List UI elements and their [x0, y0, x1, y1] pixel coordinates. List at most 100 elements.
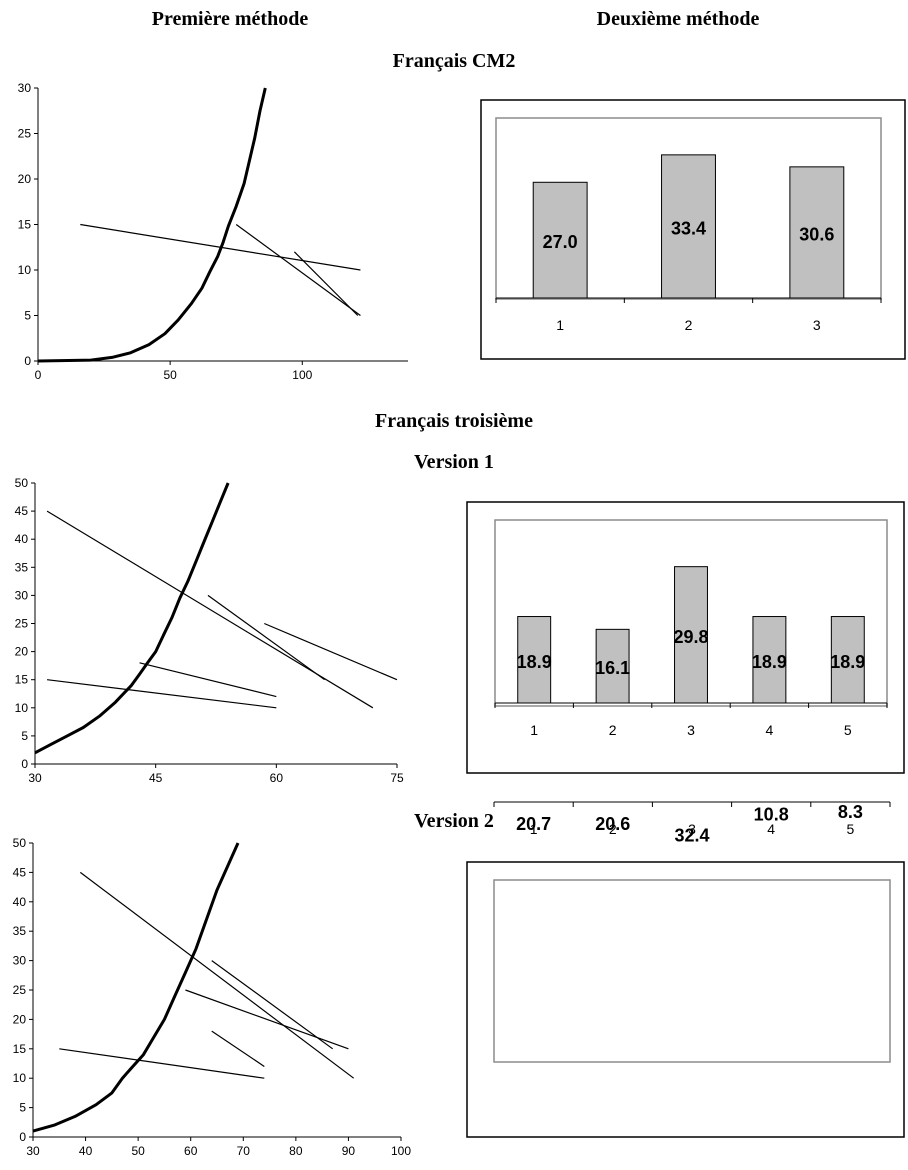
x-category-label: 1 — [530, 821, 538, 837]
x-tick-label: 30 — [28, 771, 42, 785]
y-tick-label: 40 — [15, 532, 29, 546]
x-tick-label: 100 — [292, 368, 312, 382]
plot-area — [493, 879, 891, 1063]
bar-value-label: 20.7 — [516, 814, 551, 834]
bar-value-label: 20.6 — [595, 814, 630, 834]
y-tick-label: 0 — [24, 354, 31, 368]
segment-line — [293, 251, 359, 316]
x-category-label: 2 — [685, 317, 693, 333]
chart-frame — [466, 861, 905, 1138]
segment-line — [46, 510, 374, 709]
y-tick-label: 15 — [18, 218, 32, 232]
y-tick-label: 10 — [13, 1071, 27, 1085]
x-category-label: 3 — [688, 821, 696, 837]
x-category-label: 2 — [609, 722, 617, 738]
y-tick-label: 25 — [13, 983, 27, 997]
column-title-left: Première méthode — [152, 8, 309, 30]
version-1-title: Version 1 — [414, 451, 494, 473]
bar-value-label: 30.6 — [799, 224, 834, 244]
y-tick-label: 0 — [21, 757, 28, 771]
plot-area — [494, 519, 888, 707]
y-tick-label: 10 — [18, 263, 32, 277]
bar-value-label: 32.4 — [674, 826, 709, 846]
x-category-label: 4 — [767, 821, 775, 837]
x-category-label: 1 — [530, 722, 538, 738]
bar — [830, 616, 865, 704]
y-tick-label: 50 — [13, 836, 27, 850]
section-title-cm2: Français CM2 — [393, 50, 516, 72]
chart-cm2-bars: 27.0 1 33.4 2 30.6 3 — [480, 99, 906, 360]
y-tick-label: 30 — [13, 954, 27, 968]
x-category-label: 4 — [766, 722, 774, 738]
bar — [532, 181, 588, 299]
plot-area — [495, 117, 882, 300]
version-2-title: Version 2 — [414, 810, 494, 832]
x-tick-label: 75 — [390, 771, 404, 785]
y-tick-label: 30 — [18, 81, 32, 95]
y-tick-label: 15 — [13, 1042, 27, 1056]
segment-line — [59, 1048, 265, 1079]
segment-line — [264, 622, 398, 681]
bar-value-label: 33.4 — [671, 218, 706, 238]
segment-line — [46, 679, 277, 709]
segment-line — [211, 1030, 265, 1067]
x-tick-label: 30 — [26, 1144, 40, 1158]
x-tick-label: 60 — [270, 771, 284, 785]
x-tick-label: 70 — [237, 1144, 251, 1158]
bar — [789, 166, 845, 299]
y-tick-label: 35 — [13, 924, 27, 938]
segment-line — [211, 960, 334, 1050]
x-tick-label: 45 — [149, 771, 163, 785]
x-category-label: 3 — [687, 722, 695, 738]
x-tick-label: 50 — [131, 1144, 145, 1158]
y-tick-label: 10 — [15, 701, 29, 715]
chart-v2-curve: 0 5 10 15 20 25 30 35 40 45 50 30 40 50 60 70 80 90 100 — [13, 836, 412, 1158]
bar — [661, 154, 716, 299]
y-tick-label: 35 — [15, 560, 29, 574]
x-category-label: 3 — [813, 317, 821, 333]
y-tick-label: 25 — [15, 617, 29, 631]
bar — [517, 616, 552, 704]
chart-v2-bars: 20.71 20.62 32.43 10.84 8.35 — [466, 801, 905, 1138]
x-tick-label: 90 — [342, 1144, 356, 1158]
bar-value-label: 18.9 — [752, 652, 787, 672]
x-tick-label: 40 — [79, 1144, 93, 1158]
y-tick-label: 20 — [15, 645, 29, 659]
y-tick-label: 5 — [24, 309, 31, 323]
bar — [674, 566, 708, 704]
curve-line — [32, 842, 240, 1133]
x-tick-label: 50 — [163, 368, 177, 382]
bar-value-label: 18.9 — [517, 652, 552, 672]
y-tick-label: 5 — [19, 1101, 26, 1115]
y-tick-label: 50 — [15, 476, 29, 490]
bar — [752, 616, 787, 704]
bar-value-label: 18.9 — [830, 652, 865, 672]
y-tick-label: 20 — [18, 172, 32, 186]
x-category-label: 2 — [609, 821, 617, 837]
chart-cm2-curve: 0 5 10 15 20 25 30 0 50 100 — [18, 81, 408, 382]
x-category-label: 5 — [844, 722, 852, 738]
y-tick-label: 25 — [18, 127, 32, 141]
segment-line — [207, 594, 325, 681]
x-tick-label: 60 — [184, 1144, 198, 1158]
y-tick-label: 0 — [19, 1130, 26, 1144]
x-category-label: 5 — [847, 821, 855, 837]
segment-line — [185, 989, 349, 1050]
bar-value-label: 27.0 — [543, 232, 578, 252]
x-tick-label: 80 — [289, 1144, 303, 1158]
x-tick-label: 100 — [391, 1144, 411, 1158]
x-category-label: 1 — [556, 317, 564, 333]
bar — [595, 628, 630, 704]
segment-line — [80, 223, 361, 271]
bar-value-label: 10.8 — [754, 805, 789, 825]
column-title-right: Deuxième méthode — [597, 8, 760, 30]
bar-value-label: 16.1 — [595, 658, 630, 678]
bar-value-label: 29.8 — [673, 627, 708, 647]
segment-line — [235, 224, 361, 316]
curve-line — [37, 87, 267, 363]
y-tick-label: 45 — [15, 504, 29, 518]
segment-line — [79, 871, 355, 1079]
chart-v1-bars: 18.9 1 16.1 2 29.8 3 18.9 4 18.9 5 — [466, 501, 905, 774]
y-tick-label: 20 — [13, 1012, 27, 1026]
